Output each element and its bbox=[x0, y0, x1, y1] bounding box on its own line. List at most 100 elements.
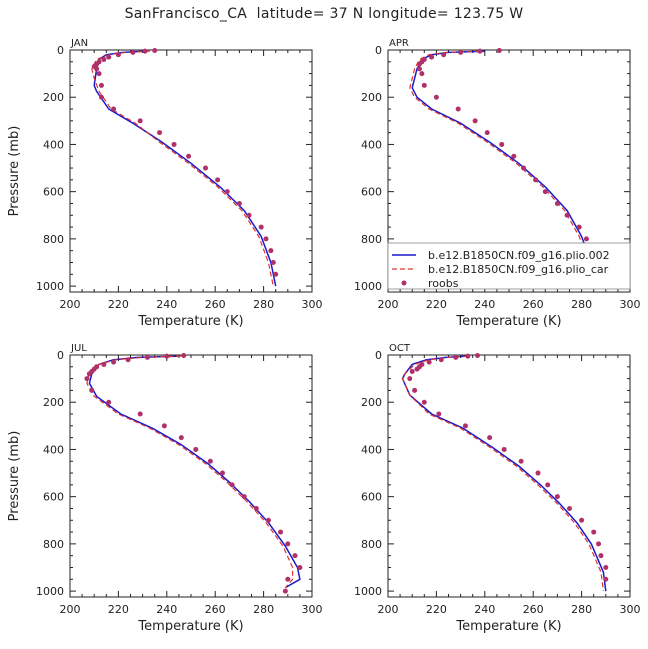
jul-x-tick-label: 300 bbox=[302, 603, 323, 616]
apr-panel-label: APR bbox=[389, 38, 409, 49]
oct-roobs-point bbox=[453, 354, 459, 360]
jul-roobs-point bbox=[219, 470, 225, 476]
jul-roobs-point bbox=[193, 446, 199, 452]
jan-y-tick-label: 600 bbox=[43, 186, 64, 199]
jan-roobs-point bbox=[157, 130, 163, 136]
legend-item-label: b.e12.B1850CN.f09_g16.plio.002 bbox=[428, 249, 610, 262]
apr-roobs-point bbox=[484, 130, 490, 136]
apr-roobs-point bbox=[416, 66, 422, 72]
jul-y-tick-label: 0 bbox=[57, 349, 64, 362]
jul-roobs-point bbox=[207, 458, 213, 464]
jul-plio-002-line bbox=[88, 355, 301, 589]
jan-roobs-point bbox=[270, 259, 276, 265]
jul-plot-frame bbox=[69, 354, 313, 598]
jan-roobs-point bbox=[98, 82, 104, 88]
oct-roobs-point bbox=[475, 352, 481, 358]
jul-roobs-point bbox=[101, 361, 107, 367]
oct-roobs-point bbox=[438, 357, 444, 363]
jul-x-tick-label: 220 bbox=[108, 603, 129, 616]
jul-roobs-point bbox=[86, 371, 92, 377]
jan-plio-car-line bbox=[91, 50, 274, 287]
jan-x-axis-title: Temperature (K) bbox=[137, 314, 243, 329]
oct-y-tick-label: 800 bbox=[361, 538, 382, 551]
oct-x-axis-title: Temperature (K) bbox=[455, 619, 561, 634]
apr-roobs-point bbox=[583, 236, 589, 242]
jan-roobs-point bbox=[111, 106, 117, 112]
apr-roobs-point bbox=[533, 177, 539, 183]
oct-roobs-point bbox=[603, 564, 609, 570]
jul-roobs-point bbox=[106, 399, 112, 405]
oct-y-tick-label: 400 bbox=[361, 443, 382, 456]
jan-y-axis-title: Pressure (mb) bbox=[7, 126, 22, 217]
oct-roobs-point bbox=[591, 529, 597, 535]
oct-roobs-point bbox=[487, 435, 493, 441]
jan-x-tick-label: 300 bbox=[302, 298, 323, 311]
jul-x-tick-label: 240 bbox=[156, 603, 177, 616]
jan-roobs-point bbox=[94, 66, 100, 72]
apr-x-tick-label: 220 bbox=[426, 298, 447, 311]
chart-title: SanFrancisco_CA latitude= 37 N longitude… bbox=[124, 6, 524, 22]
oct-y-tick-label: 200 bbox=[361, 396, 382, 409]
apr-roobs-point bbox=[511, 153, 517, 159]
oct-roobs-point bbox=[596, 541, 602, 547]
oct-plio-002-line bbox=[401, 355, 607, 592]
legend-roobs-marker bbox=[401, 280, 407, 286]
legend-item-label: roobs bbox=[428, 277, 459, 290]
jan-roobs-point bbox=[137, 118, 143, 124]
oct-roobs-point bbox=[465, 353, 471, 359]
apr-x-tick-label: 300 bbox=[620, 298, 641, 311]
jan-roobs-point bbox=[246, 212, 252, 218]
jan-y-tick-label: 200 bbox=[43, 91, 64, 104]
jan-roobs-point bbox=[268, 248, 274, 254]
jan-plot-frame bbox=[69, 49, 313, 293]
oct-roobs-point bbox=[407, 376, 413, 382]
oct-panel-label: OCT bbox=[389, 343, 411, 354]
jul-roobs-point bbox=[178, 435, 184, 441]
oct-roobs-point bbox=[412, 387, 418, 393]
apr-roobs-point bbox=[564, 212, 570, 218]
jan-roobs-point bbox=[142, 48, 148, 54]
jan-roobs-point bbox=[236, 200, 242, 206]
apr-roobs-point bbox=[542, 189, 548, 195]
apr-roobs-point bbox=[421, 82, 427, 88]
jul-roobs-point bbox=[292, 553, 298, 559]
apr-x-tick-label: 260 bbox=[523, 298, 544, 311]
jan-roobs-point bbox=[98, 94, 104, 100]
jan-roobs-point bbox=[263, 236, 269, 242]
oct-roobs-point bbox=[579, 517, 585, 523]
jul-y-tick-label: 1000 bbox=[36, 585, 64, 598]
jan-roobs-point bbox=[115, 52, 121, 58]
apr-roobs-point bbox=[416, 61, 422, 67]
jul-x-axis-title: Temperature (K) bbox=[137, 619, 243, 634]
apr-y-tick-label: 400 bbox=[361, 138, 382, 151]
oct-roobs-point bbox=[426, 359, 432, 365]
oct-roobs-point bbox=[554, 494, 560, 500]
oct-roobs-point bbox=[409, 369, 415, 375]
oct-roobs-point bbox=[545, 482, 551, 488]
apr-roobs-point bbox=[433, 94, 439, 100]
jul-roobs-point bbox=[125, 357, 131, 363]
apr-x-axis-title: Temperature (K) bbox=[455, 314, 561, 329]
apr-roobs-point bbox=[441, 52, 447, 58]
legend-box bbox=[387, 242, 631, 290]
jul-roobs-point bbox=[241, 494, 247, 500]
apr-x-tick-label: 280 bbox=[571, 298, 592, 311]
jul-roobs-point bbox=[285, 576, 291, 582]
oct-roobs-point bbox=[414, 366, 420, 372]
jan-roobs-point bbox=[96, 71, 102, 77]
jul-roobs-point bbox=[144, 354, 150, 360]
oct-y-tick-label: 0 bbox=[375, 349, 382, 362]
oct-x-tick-label: 240 bbox=[474, 603, 495, 616]
jul-roobs-point bbox=[111, 359, 117, 365]
oct-roobs-point bbox=[421, 399, 427, 405]
legend-item-label: b.e12.B1850CN.f09_g16.plio_car bbox=[428, 263, 609, 276]
jan-roobs-point bbox=[106, 54, 112, 60]
jan-y-tick-label: 1000 bbox=[36, 280, 64, 293]
jul-y-axis-title: Pressure (mb) bbox=[7, 431, 22, 522]
jul-roobs-point bbox=[285, 541, 291, 547]
oct-x-tick-label: 220 bbox=[426, 603, 447, 616]
jan-roobs-point bbox=[215, 177, 221, 183]
jan-x-tick-label: 280 bbox=[253, 298, 274, 311]
jan-y-tick-label: 800 bbox=[43, 233, 64, 246]
